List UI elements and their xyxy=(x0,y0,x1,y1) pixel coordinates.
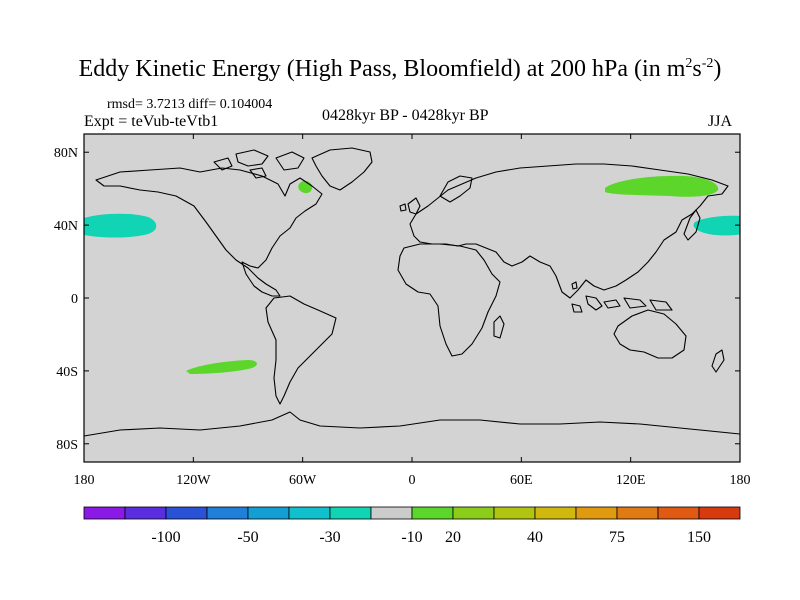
lon-label: 120E xyxy=(616,473,646,488)
colorbar-swatch xyxy=(370,506,413,520)
greenland-coast xyxy=(311,147,373,191)
africa-coast xyxy=(397,243,501,357)
lon-label: 180 xyxy=(730,473,751,488)
coastlines xyxy=(84,147,740,437)
north-america-coast xyxy=(95,167,323,297)
lat-label: 40S xyxy=(56,365,78,380)
title-unit-m-exp: 2 xyxy=(685,56,693,71)
colorbar-swatch xyxy=(698,506,741,520)
madagascar-coast xyxy=(493,315,505,339)
colorbar-label: 75 xyxy=(609,529,625,546)
title-text: Eddy Kinetic Energy (High Pass, Bloomfie… xyxy=(78,56,686,82)
colorbar-swatch xyxy=(493,506,536,520)
lon-label: 120W xyxy=(176,473,211,488)
japan-coast xyxy=(683,209,701,241)
lon-label: 180 xyxy=(74,473,95,488)
north-pacific-negative-anomaly xyxy=(693,215,740,236)
colorbar-swatch xyxy=(206,506,249,520)
lat-label: 80S xyxy=(56,438,78,453)
antarctica-coast xyxy=(84,411,740,437)
scandinavia-coast xyxy=(439,175,473,203)
lat-label: 0 xyxy=(71,292,78,307)
colorbar-swatch xyxy=(452,506,495,520)
experiment-label: Expt = teVub-teVtb1 xyxy=(84,113,219,130)
north-atlantic-negative-anomaly xyxy=(84,213,157,238)
colorbar-label: 150 xyxy=(687,529,711,546)
title-close: ) xyxy=(713,56,722,82)
colorbar-swatch xyxy=(657,506,700,520)
siberia-positive-anomaly xyxy=(605,175,719,197)
title-unit-s-exp: -2 xyxy=(701,56,714,71)
lat-label: 40N xyxy=(54,219,78,234)
map-content xyxy=(84,147,740,437)
colorbar: -100 -50 -30 -10 20 40 75 150 xyxy=(83,506,741,546)
lon-label: 0 xyxy=(409,473,416,488)
colorbar-label: -50 xyxy=(237,529,258,546)
stats-label: rmsd= 3.7213 diff= 0.104004 xyxy=(107,97,273,112)
colorbar-label: 20 xyxy=(445,529,461,546)
south-pacific-positive-anomaly xyxy=(186,360,257,374)
lon-label: 60W xyxy=(289,473,317,488)
season-label: JJA xyxy=(708,113,733,130)
new-zealand-coast xyxy=(711,349,725,373)
lat-label: 80N xyxy=(54,146,78,161)
latitude-axis: 80N 40N 0 40S 80S xyxy=(54,146,740,453)
plot-title: Eddy Kinetic Energy (High Pass, Bloomfie… xyxy=(0,56,800,83)
colorbar-swatch xyxy=(247,506,290,520)
australia-coast xyxy=(613,309,687,359)
colorbar-swatch xyxy=(575,506,618,520)
arctic-islands-coast xyxy=(213,149,305,179)
colorbar-label: -100 xyxy=(151,529,180,546)
sri-lanka-coast xyxy=(571,281,578,290)
period-label: 0428kyr BP - 0428kyr BP xyxy=(322,107,489,124)
colorbar-swatch xyxy=(288,506,331,520)
colorbar-swatch xyxy=(329,506,372,520)
eurasia-coast xyxy=(409,163,729,299)
south-america-coast xyxy=(265,295,337,405)
colorbar-swatch xyxy=(411,506,454,520)
colorbar-swatch xyxy=(616,506,659,520)
colorbar-swatch xyxy=(534,506,577,520)
maritime-continent-coast xyxy=(571,295,673,313)
british-isles-coast xyxy=(399,197,421,215)
colorbar-swatch xyxy=(83,506,126,520)
title-unit-s: s xyxy=(692,56,702,82)
colorbar-label: -10 xyxy=(401,529,422,546)
lon-label: 60E xyxy=(510,473,533,488)
anomaly-patches xyxy=(84,175,740,374)
colorbar-label: 40 xyxy=(527,529,543,546)
colorbar-swatch xyxy=(165,506,208,520)
longitude-axis: 180 120W 60W 0 60E 120E 180 xyxy=(74,134,751,488)
colorbar-swatch xyxy=(124,506,167,520)
colorbar-label: -30 xyxy=(319,529,340,546)
